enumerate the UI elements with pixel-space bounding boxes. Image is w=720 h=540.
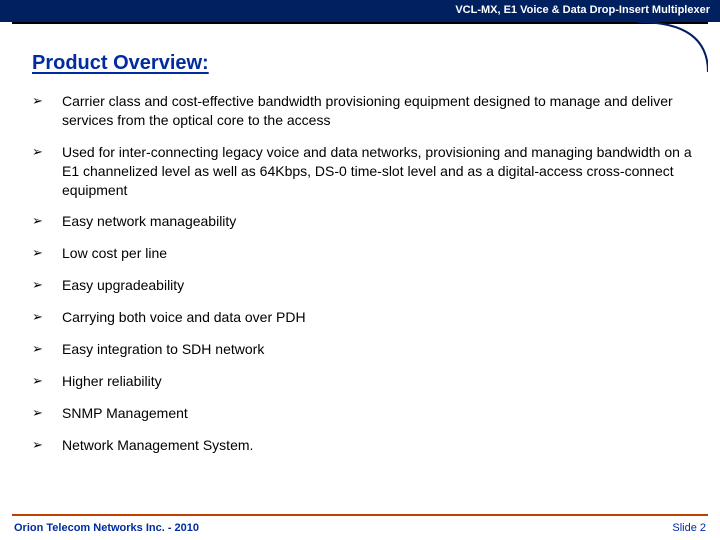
list-item: Carrying both voice and data over PDH	[32, 308, 692, 327]
footer-line	[12, 514, 708, 516]
list-item: Low cost per line	[32, 244, 692, 263]
footer-company: Orion Telecom Networks Inc. - 2010	[14, 522, 199, 534]
header-bar: VCL-MX, E1 Voice & Data Drop-Insert Mult…	[0, 0, 720, 22]
bullet-list: Carrier class and cost-effective bandwid…	[32, 92, 692, 468]
header-underline	[12, 22, 708, 24]
list-item: Network Management System.	[32, 436, 692, 455]
list-item: Easy integration to SDH network	[32, 340, 692, 359]
product-line: VCL-MX, E1 Voice & Data Drop-Insert Mult…	[455, 4, 710, 16]
corner-curve	[638, 22, 708, 72]
list-item: SNMP Management	[32, 404, 692, 423]
footer-slide: Slide 2	[672, 522, 706, 534]
list-item: Easy upgradeability	[32, 276, 692, 295]
page-title: Product Overview:	[32, 52, 209, 75]
list-item: Higher reliability	[32, 372, 692, 391]
list-item: Carrier class and cost-effective bandwid…	[32, 92, 692, 130]
list-item: Used for inter-connecting legacy voice a…	[32, 143, 692, 200]
list-item: Easy network manageability	[32, 212, 692, 231]
